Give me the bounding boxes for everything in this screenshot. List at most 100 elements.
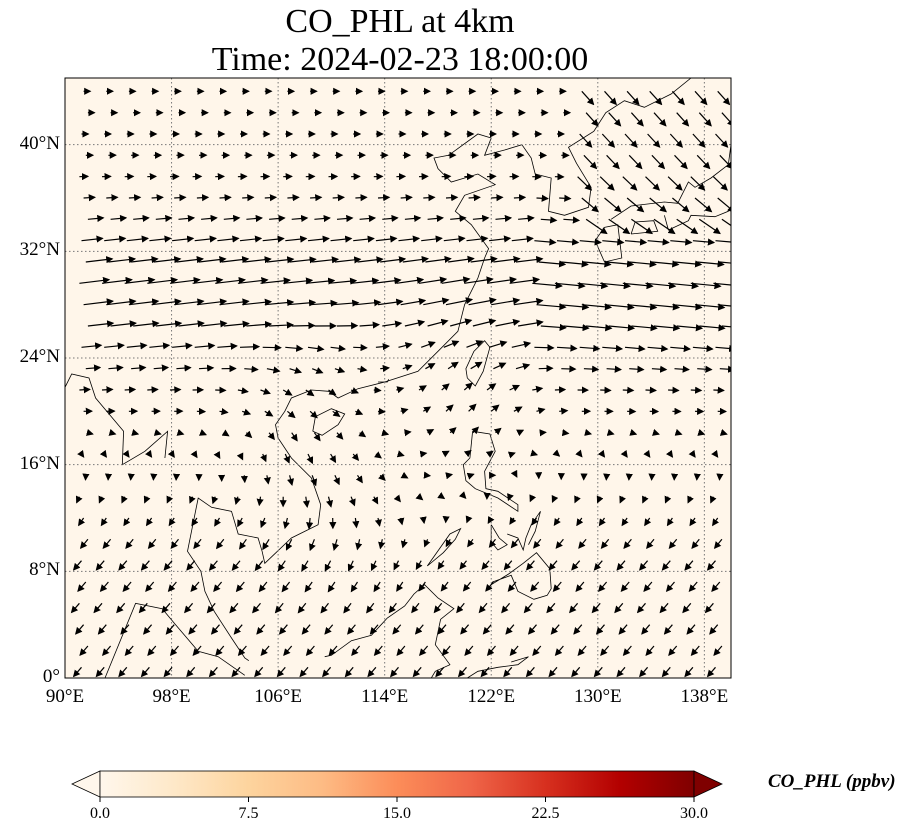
wind-arrow bbox=[486, 276, 517, 284]
wind-arrow bbox=[172, 342, 193, 350]
wind-arrow bbox=[260, 517, 267, 529]
wind-arrow bbox=[122, 581, 132, 593]
wind-arrow bbox=[586, 324, 613, 332]
wind-arrow bbox=[713, 282, 731, 286]
wind-arrow bbox=[445, 539, 453, 548]
wind-arrow bbox=[719, 261, 731, 264]
wind-arrow bbox=[231, 666, 241, 678]
wind-arrow bbox=[665, 449, 674, 458]
wind-arrow bbox=[616, 560, 626, 571]
wind-arrow bbox=[219, 298, 250, 306]
wind-arrow bbox=[690, 176, 706, 191]
wind-arrow bbox=[110, 214, 128, 223]
wind-arrow bbox=[711, 449, 719, 458]
wind-arrow bbox=[717, 304, 731, 307]
wind-arrow bbox=[481, 560, 490, 571]
wind-arrow bbox=[283, 645, 293, 657]
wind-arrow bbox=[419, 645, 429, 657]
wind-arrow bbox=[79, 276, 111, 284]
wind-arrow bbox=[396, 581, 404, 592]
wind-arrow bbox=[208, 560, 218, 571]
wind-arrow bbox=[414, 624, 424, 635]
wind-arrow bbox=[357, 256, 384, 264]
wind-arrow bbox=[443, 235, 466, 243]
wind-arrow bbox=[108, 256, 137, 264]
lon-tick-label: 138°E bbox=[680, 686, 729, 707]
wind-arrow bbox=[108, 364, 124, 372]
wind-arrow bbox=[616, 666, 626, 678]
wind-arrow bbox=[551, 494, 559, 503]
wind-arrow bbox=[332, 194, 345, 202]
coastline-segment bbox=[490, 552, 552, 600]
wind-arrow bbox=[214, 517, 221, 527]
wind-arrow bbox=[706, 666, 716, 678]
wind-arrow bbox=[581, 303, 613, 311]
chart-subtitle-time: Time: 2024-02-23 18:00:00 bbox=[211, 41, 589, 78]
wind-arrow bbox=[606, 154, 620, 170]
wind-arrow bbox=[559, 303, 590, 311]
wind-arrow bbox=[155, 214, 173, 223]
wind-arrow bbox=[464, 645, 474, 657]
wind-arrow bbox=[125, 538, 134, 550]
wind-arrow bbox=[674, 260, 703, 268]
wind-arrow bbox=[309, 539, 316, 552]
wind-arrow bbox=[186, 666, 196, 678]
wind-arrow bbox=[277, 560, 286, 572]
wind-arrow bbox=[201, 214, 218, 223]
wind-arrow bbox=[198, 256, 227, 264]
wind-arrow bbox=[653, 112, 667, 127]
wind-arrow bbox=[278, 624, 288, 635]
wind-arrow bbox=[624, 133, 638, 148]
wind-arrow bbox=[485, 581, 494, 592]
wind-arrow bbox=[333, 475, 340, 486]
wind-arrow bbox=[533, 538, 542, 549]
wind-arrow bbox=[97, 624, 107, 635]
wind-arrow bbox=[426, 429, 435, 436]
wind-arrow bbox=[393, 494, 401, 503]
wind-arrow bbox=[302, 496, 310, 508]
wind-arrow bbox=[140, 666, 150, 678]
wind-arrow bbox=[176, 428, 185, 436]
wind-arrow bbox=[258, 581, 268, 593]
wind-arrow bbox=[480, 666, 490, 678]
wind-arrow bbox=[332, 299, 360, 307]
wind-arrow bbox=[507, 493, 514, 502]
wind-arrow bbox=[198, 364, 215, 372]
wind-arrow bbox=[712, 517, 720, 527]
wind-arrow bbox=[418, 276, 448, 284]
wind-arrow bbox=[283, 277, 314, 285]
wind-arrow bbox=[93, 602, 103, 614]
wind-arrow bbox=[335, 432, 344, 440]
wind-arrow bbox=[712, 176, 728, 191]
wind-arrow bbox=[330, 235, 353, 243]
wind-arrow bbox=[511, 341, 532, 349]
wind-arrow bbox=[601, 133, 616, 148]
wind-arrow bbox=[486, 383, 497, 391]
wind-arrow bbox=[713, 538, 723, 550]
wind-arrow bbox=[242, 298, 273, 306]
wind-arrow bbox=[123, 517, 131, 527]
coastline-segment bbox=[610, 144, 731, 220]
wind-arrow bbox=[698, 218, 721, 235]
gridlines bbox=[65, 78, 731, 678]
wind-arrow bbox=[692, 133, 706, 148]
wind-arrow bbox=[540, 216, 558, 224]
wind-arrow bbox=[606, 365, 622, 373]
wind-arrow bbox=[390, 666, 399, 678]
wind-arrow bbox=[457, 666, 467, 678]
wind-arrow bbox=[621, 517, 629, 527]
wind-arrow bbox=[552, 449, 561, 457]
wind-arrow bbox=[78, 517, 86, 527]
wind-arrow bbox=[628, 154, 643, 170]
wind-arrow bbox=[285, 539, 293, 551]
wind-arrow bbox=[106, 194, 119, 202]
wind-arrow bbox=[598, 517, 606, 527]
wind-arrow bbox=[583, 154, 598, 170]
wind-arrow bbox=[147, 645, 157, 657]
wind-arrow bbox=[556, 238, 580, 246]
wind-arrow bbox=[585, 218, 608, 235]
wind-arrow bbox=[509, 276, 541, 284]
wind-arrow bbox=[689, 517, 697, 527]
wind-arrow bbox=[116, 602, 126, 614]
